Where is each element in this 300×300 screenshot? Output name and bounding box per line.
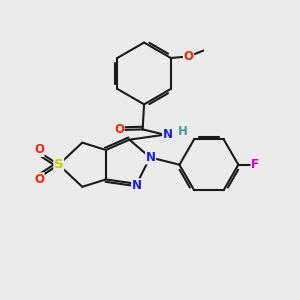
Text: O: O xyxy=(114,124,124,136)
Text: O: O xyxy=(34,143,44,157)
Text: N: N xyxy=(132,179,142,192)
Text: H: H xyxy=(178,125,188,138)
Text: N: N xyxy=(163,128,173,141)
Text: S: S xyxy=(54,158,64,171)
Text: N: N xyxy=(146,151,156,164)
Text: O: O xyxy=(34,173,44,186)
Text: F: F xyxy=(251,158,259,171)
Text: O: O xyxy=(184,50,194,63)
